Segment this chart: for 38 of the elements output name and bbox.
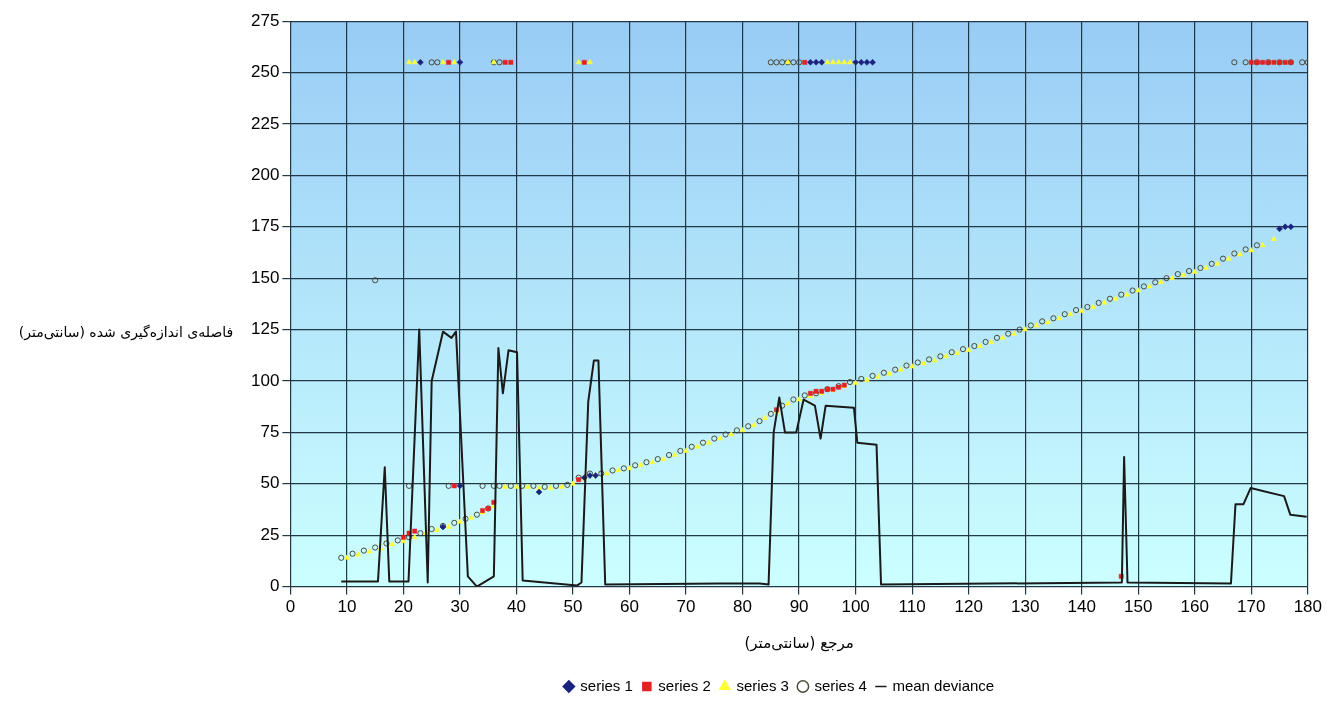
y-tick-label: 275 [250, 10, 280, 30]
x-tick-label: 10 [337, 597, 357, 617]
x-tick-label: 70 [676, 597, 696, 617]
x-tick-label: 180 [1293, 597, 1323, 617]
x-tick-label: 90 [789, 597, 809, 617]
y-tick-label: 200 [250, 165, 280, 185]
x-tick-label: 130 [1011, 597, 1040, 617]
x-tick-label: 110 [898, 597, 926, 617]
x-tick-label: 20 [393, 597, 413, 617]
legend-label: mean deviance [892, 676, 995, 694]
x-tick-label: 60 [620, 597, 639, 617]
y-tick-label: 50 [260, 473, 280, 493]
x-tick-label: 0 [285, 597, 296, 617]
y-tick-label: 175 [250, 216, 280, 236]
x-tick-label: 30 [450, 597, 470, 617]
x-tick-label: 120 [954, 597, 983, 617]
x-tick-label: 50 [563, 597, 583, 617]
y-tick-label: 250 [250, 62, 280, 82]
y-tick-label: 225 [250, 113, 280, 133]
x-tick-label: 170 [1237, 597, 1266, 617]
y-tick-label: 150 [250, 267, 280, 287]
x-tick-label: 100 [841, 597, 870, 617]
y-tick-label: 100 [250, 370, 280, 390]
x-tick-label: 150 [1124, 597, 1153, 617]
x-tick-label: 80 [733, 597, 753, 617]
legend-label: series 4 [814, 676, 867, 694]
y-tick-label: 125 [250, 319, 280, 339]
x-tick-label: 160 [1180, 597, 1209, 617]
y-axis-title: فاصله‌ی اندازه‌گیری شده (سانتی‌متر) [17, 324, 235, 340]
y-tick-label: 0 [269, 576, 280, 596]
legend-label: series 3 [736, 676, 789, 694]
x-tick-label: 140 [1067, 597, 1096, 617]
x-axis-title: مرجع (سانتی‌متر) [744, 633, 854, 652]
y-tick-label: 75 [260, 422, 280, 442]
legend-label: series 2 [658, 676, 711, 694]
legend-label: series 1 [580, 676, 633, 694]
y-tick-label: 25 [260, 524, 280, 544]
x-tick-label: 40 [507, 597, 526, 617]
